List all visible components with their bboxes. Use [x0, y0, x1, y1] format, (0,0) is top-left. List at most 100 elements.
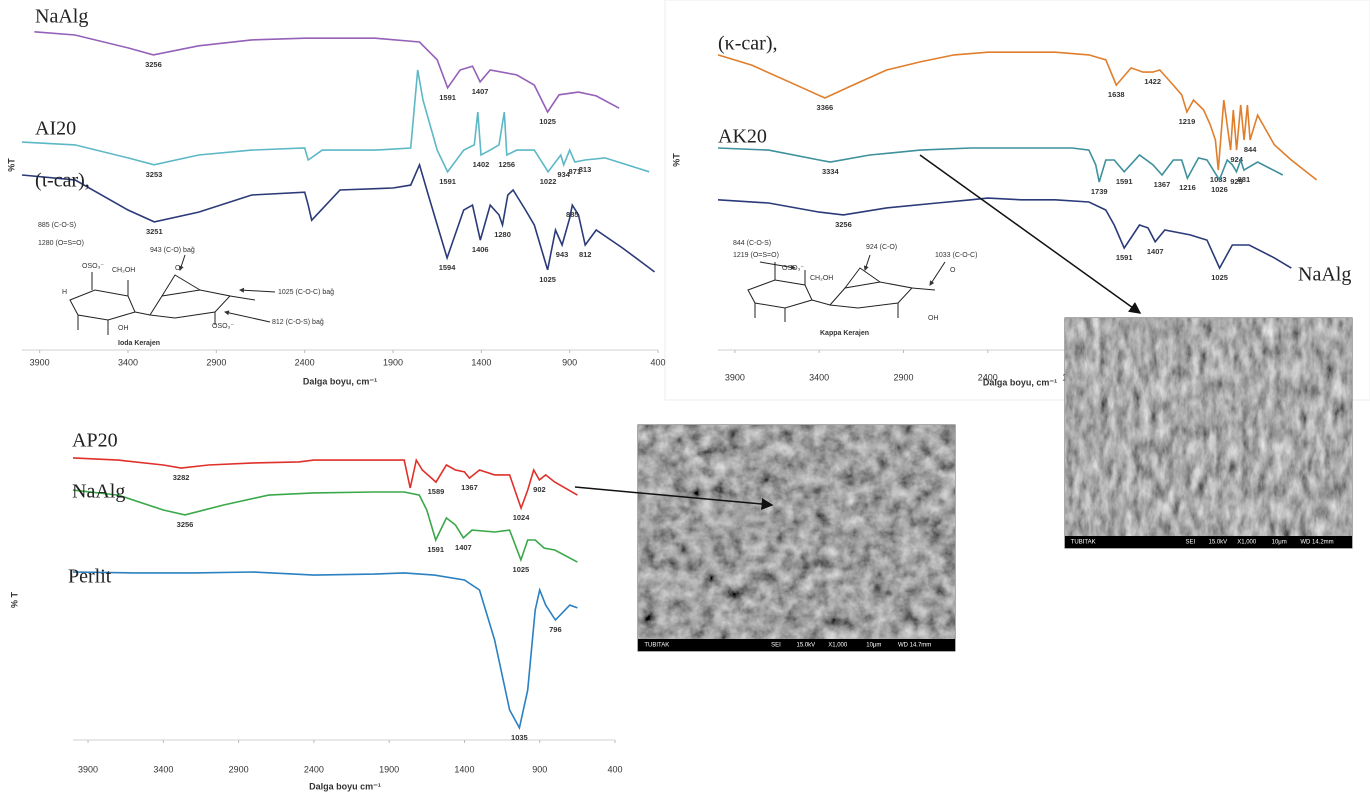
- structure-note: 924 (C-O): [866, 244, 897, 251]
- series-label: NaAlg: [35, 6, 88, 28]
- peak-label: 1025: [539, 275, 556, 284]
- atom-label: CH₂OH: [112, 267, 135, 274]
- peak-label: 1025: [1211, 273, 1228, 282]
- peak-label: 1407: [1147, 247, 1164, 256]
- peak-label: 3256: [145, 60, 162, 69]
- x-axis-title: Dalga boyu cm⁻¹: [309, 781, 381, 791]
- peak-label: 934: [557, 170, 570, 179]
- structure-note: 1280 (O=S=O): [38, 240, 84, 247]
- atom-label: H: [62, 289, 67, 296]
- x-axis-title: Dalga boyu, cm⁻¹: [303, 376, 377, 386]
- peak-label: 1219: [1179, 117, 1196, 126]
- peak-label: 3334: [822, 167, 840, 176]
- peak-label: 881: [1238, 175, 1251, 184]
- structure-caption: Kappa Kerajen: [820, 330, 869, 337]
- x-tick-label: 2900: [206, 357, 226, 367]
- series-label: AI20: [35, 118, 76, 140]
- peak-label: 1022: [540, 177, 557, 186]
- peak-label: 1035: [511, 733, 528, 742]
- spectrum-line: [34, 31, 620, 114]
- peak-label: 925: [1230, 177, 1243, 186]
- x-tick-label: 400: [607, 764, 622, 774]
- series-label: Perlit: [68, 566, 112, 588]
- series-label: NaAlg: [72, 481, 125, 503]
- peak-label: 3251: [146, 227, 163, 236]
- sem-caption: WD 14.7mm: [898, 643, 931, 649]
- peak-label: 1638: [1108, 90, 1125, 99]
- peak-label: 1589: [428, 487, 445, 496]
- peak-label: 3256: [177, 520, 194, 529]
- x-tick-label: 1900: [379, 764, 399, 774]
- peak-label: 871: [569, 167, 582, 176]
- y-axis-title: %T: [6, 158, 16, 172]
- structure-note: 943 (C-O) bağ: [150, 247, 195, 254]
- atom-label: O: [175, 265, 181, 272]
- peak-label: 1739: [1091, 187, 1108, 196]
- x-tick-label: 2400: [295, 357, 315, 367]
- sem-caption: 15.0kV: [1209, 540, 1228, 546]
- sem-caption-bar: [638, 639, 955, 651]
- peak-label: 1025: [539, 117, 556, 126]
- sem-texture: [1065, 318, 1352, 536]
- peak-label: 1422: [1144, 77, 1161, 86]
- peak-label: 1591: [439, 177, 456, 186]
- atom-label: OSO₃⁻: [782, 265, 804, 272]
- x-tick-label: 3900: [30, 357, 50, 367]
- sem-caption: SEI: [1186, 540, 1196, 546]
- series-label: NaAlg: [1298, 264, 1351, 286]
- sem-caption: X1,000: [1237, 540, 1257, 546]
- x-axis-title: Dalga boyu, cm⁻¹: [983, 377, 1057, 387]
- peak-label: 1591: [439, 93, 456, 102]
- peak-label: 1026: [1211, 185, 1228, 194]
- x-tick-label: 900: [562, 357, 577, 367]
- peak-label: 3282: [173, 473, 190, 482]
- peak-label: 1280: [494, 230, 511, 239]
- spectrum-line: [21, 69, 650, 174]
- structure-note: 812 (C-O-S) bağ: [272, 319, 324, 326]
- x-tick-label: 2400: [978, 372, 998, 382]
- sem-caption-bar: [1065, 536, 1352, 548]
- peak-label: 1407: [472, 87, 489, 96]
- peak-label: 885: [566, 210, 579, 219]
- peak-label: 1025: [513, 565, 530, 574]
- atom-label: CH₂OH: [810, 275, 833, 282]
- series-label: (ι-car),: [35, 170, 90, 192]
- spectrum-line: [21, 162, 655, 273]
- x-tick-label: 3400: [809, 372, 829, 382]
- sem-caption: X1,000: [828, 643, 848, 649]
- atom-label: OSO₃⁻: [82, 263, 104, 270]
- peak-label: 844: [1244, 145, 1257, 154]
- peak-label: 1216: [1179, 183, 1196, 192]
- x-tick-label: 900: [532, 764, 547, 774]
- peak-label: 1402: [473, 160, 490, 169]
- atom-label: O: [950, 267, 956, 274]
- atom-label: OSO₃⁻: [212, 323, 234, 330]
- peak-label: 812: [579, 250, 592, 259]
- peak-label: 3256: [835, 220, 852, 229]
- sem-caption: TUBITAK: [644, 643, 669, 649]
- peak-label: 1367: [1154, 180, 1171, 189]
- x-tick-label: 400: [650, 357, 665, 367]
- sem-texture: [638, 425, 955, 639]
- peak-label: 3253: [146, 170, 163, 179]
- spectrum-line: [72, 571, 578, 731]
- peak-label: 924: [1230, 155, 1243, 164]
- spectrum-line: [717, 197, 1292, 270]
- x-tick-label: 2900: [229, 764, 249, 774]
- peak-label: 1407: [455, 543, 472, 552]
- structure-note: 1025 (C-O-C) bağ: [278, 289, 334, 296]
- structure-sketch: [69, 254, 946, 335]
- sem-caption: WD 14.2mm: [1300, 540, 1333, 546]
- peak-label: 1591: [1116, 177, 1133, 186]
- series-label: AK20: [718, 126, 767, 148]
- spectrum-line: [717, 147, 1284, 183]
- x-tick-label: 3400: [153, 764, 173, 774]
- x-tick-label: 2400: [304, 764, 324, 774]
- structure-note: 844 (C-O-S): [733, 240, 771, 247]
- series-label: (κ-car),: [718, 33, 777, 55]
- peak-label: 1406: [472, 245, 489, 254]
- x-tick-label: 1400: [454, 764, 474, 774]
- x-tick-label: 3400: [118, 357, 138, 367]
- sem-caption: 10μm: [866, 643, 881, 649]
